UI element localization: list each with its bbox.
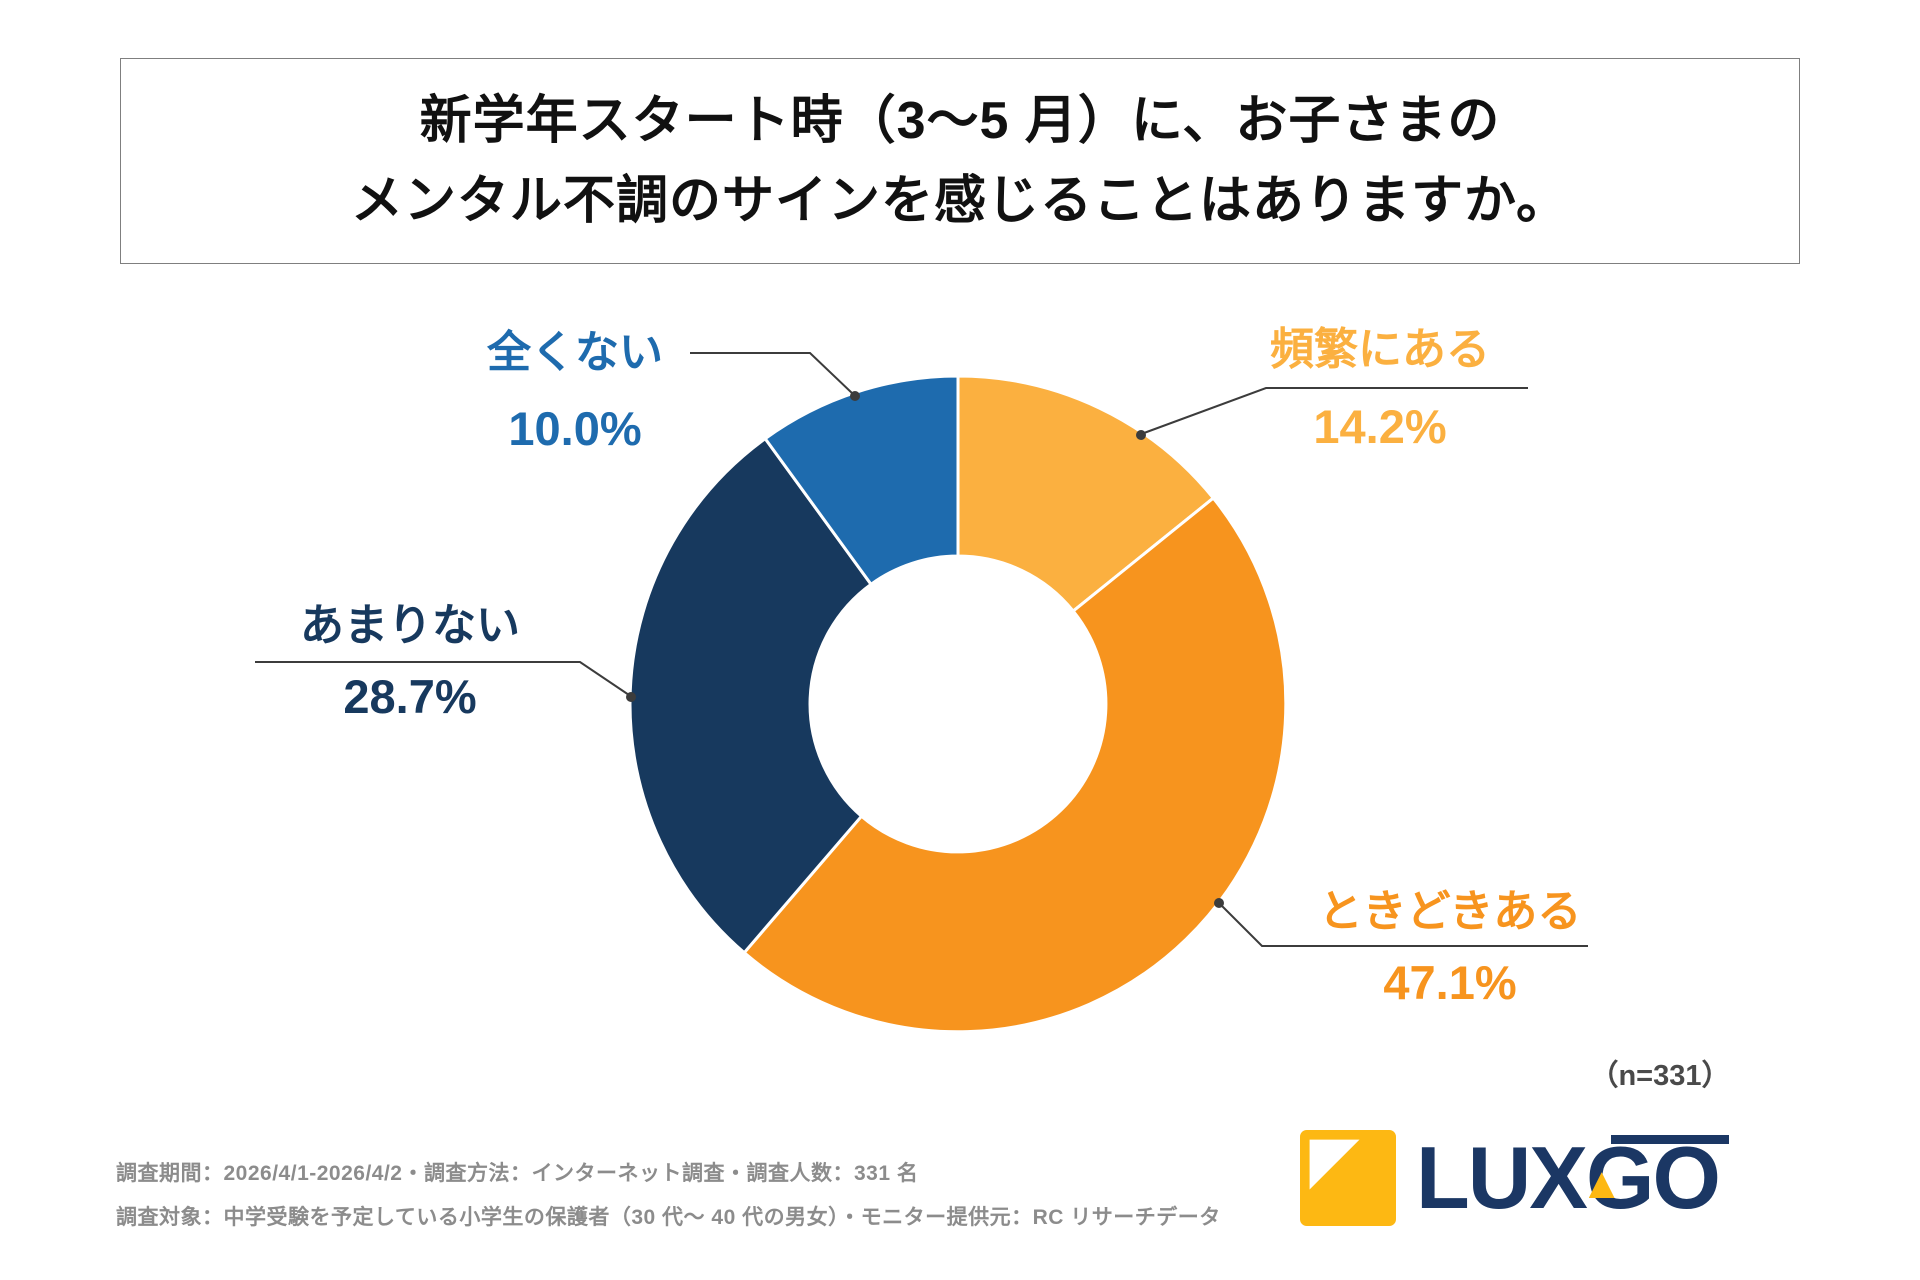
- leader-dot-rarely: [626, 692, 636, 702]
- callout-frequently-label: 頻繁にある: [1270, 325, 1490, 374]
- question-title-box: 新学年スタート時（3〜5 月）に、お子さまの メンタル不調のサインを感じることは…: [120, 58, 1800, 264]
- leader-line-some: [1220, 904, 1588, 947]
- leader-dot-freq: [1136, 430, 1146, 440]
- callout-none-label: 全くない: [487, 328, 663, 377]
- callout-frequently: 頻繁にある 14.2%: [1230, 324, 1530, 454]
- survey-note-line-2: 調査対象：中学受験を予定している小学生の保護者（30 代〜 40 代の男女）・モ…: [116, 1206, 1221, 1229]
- brand-logo-overline: [1610, 1135, 1729, 1144]
- callout-sometimes: ときどきある 47.1%: [1300, 886, 1600, 1010]
- brand-logo-wordmark: LUXGO: [1416, 1128, 1729, 1227]
- callout-rarely-percent: 28.7%: [343, 670, 477, 723]
- donut-slice-1: [742, 496, 1288, 1034]
- donut-slice-3: [763, 374, 960, 586]
- callout-sometimes-label: ときどきある: [1318, 887, 1582, 936]
- callout-none-percent: 10.0%: [508, 402, 642, 455]
- leader-line-none: [690, 352, 854, 395]
- callout-rarely-label: あまりない: [300, 601, 520, 650]
- question-title-line-2: メンタル不調のサインを感じることはありますか。: [351, 172, 1569, 230]
- callout-sometimes-percent: 47.1%: [1383, 956, 1517, 1009]
- leader-line-freq: [1143, 387, 1528, 434]
- brand-logo-icon: [1300, 1130, 1396, 1226]
- callout-rarely: あまりない 28.7%: [260, 600, 560, 724]
- survey-notes: 調査期間：2026/4/1-2026/4/2・調査方法：インターネット調査・調査…: [116, 1152, 1316, 1240]
- leader-dot-some: [1214, 898, 1224, 908]
- callout-frequently-percent: 14.2%: [1313, 400, 1447, 453]
- brand-logo-text: LUXGO: [1416, 1128, 1721, 1227]
- leader-lines: [255, 352, 1588, 947]
- leader-dot-none: [850, 391, 860, 401]
- leader-line-rarely: [255, 661, 630, 696]
- donut-slice-2: [628, 437, 873, 955]
- question-title-line-1: 新学年スタート時（3〜5 月）に、お子さまの: [419, 91, 1501, 150]
- brand-logo: LUXGO: [1300, 1128, 1729, 1228]
- callout-none: 全くない 10.0%: [430, 327, 720, 456]
- donut-slices: [628, 374, 1288, 1034]
- sample-size-label: （n=331）: [1589, 1060, 1731, 1092]
- survey-note-line-1: 調査期間：2026/4/1-2026/4/2・調査方法：インターネット調査・調査…: [116, 1162, 919, 1185]
- donut-slice-0: [956, 374, 1215, 613]
